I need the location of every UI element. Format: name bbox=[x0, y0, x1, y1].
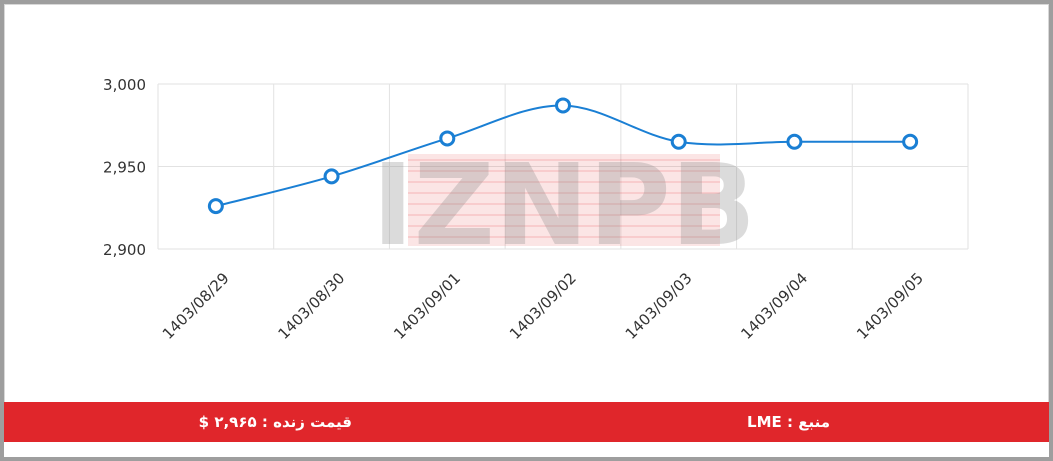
data-point bbox=[439, 130, 456, 147]
data-point bbox=[207, 198, 224, 215]
x-tick-label: 1403/09/05 bbox=[853, 269, 927, 343]
x-tick-label: 1403/09/01 bbox=[390, 269, 464, 343]
x-tick-label: 1403/08/29 bbox=[159, 269, 233, 343]
watermark-logo: IZNPB bbox=[372, 141, 756, 271]
data-point bbox=[555, 97, 571, 114]
data-point bbox=[786, 133, 803, 150]
x-tick-label: 1403/09/04 bbox=[737, 269, 811, 343]
live-price-label: قیمت زنده : ۲,۹۶۵ $ bbox=[198, 413, 352, 431]
data-point bbox=[323, 168, 340, 185]
x-tick-label: 1403/08/30 bbox=[275, 269, 349, 343]
y-tick-label: 2,900 bbox=[103, 241, 146, 259]
y-tick-label: 2,950 bbox=[103, 159, 146, 177]
watermark-backdrop bbox=[408, 154, 720, 246]
x-tick-label: 1403/09/02 bbox=[506, 269, 580, 343]
data-point bbox=[902, 133, 919, 150]
data-point bbox=[670, 133, 687, 150]
y-tick-label: 3,000 bbox=[103, 76, 146, 94]
bottom-band bbox=[4, 442, 1049, 457]
source-label: منبع : LME bbox=[747, 413, 830, 431]
footer-bar: قیمت زنده : ۲,۹۶۵ $ منبع : LME bbox=[4, 402, 1049, 442]
chart-frame: 2,900 2,950 3,000 IZNPB 1403/08/29 1403/08/30… bbox=[4, 4, 1049, 457]
price-line-chart: 2,900 2,950 3,000 IZNPB 1403/08/29 1403/08/30… bbox=[103, 76, 969, 343]
x-tick-label: 1403/09/03 bbox=[622, 269, 696, 343]
